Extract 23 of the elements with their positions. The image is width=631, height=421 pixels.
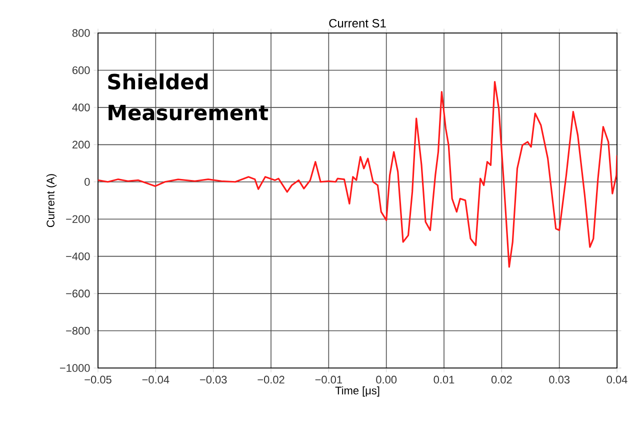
y-tick-label: −600 <box>66 290 90 298</box>
x-axis-title: Time [μs] <box>335 386 380 397</box>
y-axis-title: Current (A) <box>46 174 57 228</box>
y-tick-label: −800 <box>66 326 90 335</box>
x-tick-label: −0.02 <box>258 376 284 384</box>
y-tick-label: 800 <box>72 29 90 37</box>
x-tick-label: −0.03 <box>200 376 227 384</box>
x-tick-label: 0.00 <box>376 376 397 384</box>
x-tick-label: −0.04 <box>142 376 170 384</box>
chart-title: Current S1 <box>329 19 386 28</box>
x-tick-label: −0.01 <box>315 376 342 384</box>
y-tick-label: 600 <box>72 66 90 74</box>
x-tick-label: 0.02 <box>491 376 512 384</box>
y-tick-label: 400 <box>72 104 90 112</box>
y-tick-label: −400 <box>66 252 90 260</box>
x-tick-label: −0.05 <box>84 376 112 384</box>
x-tick-label: 0.04 <box>606 376 628 384</box>
y-tick-label: −1000 <box>60 364 90 372</box>
x-tick-label: 0.03 <box>549 376 570 384</box>
y-tick-label: 0 <box>84 178 90 186</box>
y-tick-label: −200 <box>66 215 90 223</box>
x-tick-label: 0.01 <box>434 376 454 384</box>
y-tick-label: 200 <box>72 140 90 149</box>
